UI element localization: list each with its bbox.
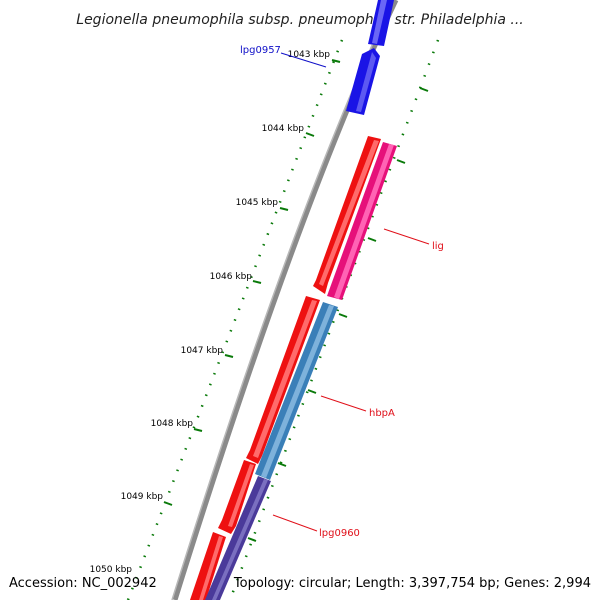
tick-track (126, 39, 440, 600)
gene-labels: lpg0957 lig hbpA lpg0960 (240, 45, 444, 539)
major-tick (279, 207, 289, 211)
leader-line (280, 52, 327, 68)
tick-label: 1044 kbp (262, 124, 305, 134)
gene-label-lpg0960[interactable]: lpg0960 (319, 528, 360, 539)
gene-forward-red-3[interactable] (218, 460, 256, 534)
tick-label: 1047 kbp (181, 346, 224, 356)
tick-label: 1048 kbp (151, 419, 194, 429)
major-tick (163, 501, 173, 506)
tick-label: 1050 kbp (90, 565, 133, 575)
gene-lig[interactable] (327, 142, 397, 300)
gene-label-lpg0957[interactable]: lpg0957 (240, 45, 281, 56)
accession-text: Accession: NC_002942 (9, 576, 157, 591)
gene-forward-red-1[interactable] (313, 136, 381, 294)
tick-label: 1046 kbp (210, 272, 253, 282)
genome-summary-text: Topology: circular; Length: 3,397,754 bp… (233, 576, 591, 591)
gene-label-hbpA[interactable]: hbpA (369, 408, 395, 419)
tick-label: 1045 kbp (236, 198, 279, 208)
gene-label-lig[interactable]: lig (432, 241, 444, 252)
leader-line (320, 395, 367, 412)
tick-label: 1043 kbp (288, 50, 331, 60)
gene-features (190, 0, 397, 600)
tick-label: 1049 kbp (121, 492, 164, 502)
major-tick (396, 159, 406, 164)
major-tick (277, 462, 287, 467)
gene-forward-red-4[interactable] (190, 532, 226, 600)
leader-line (383, 228, 430, 245)
major-tick (247, 537, 257, 542)
gene-lpg0957[interactable] (346, 0, 394, 115)
gene-forward-red-2[interactable] (246, 296, 320, 464)
major-tick (193, 428, 203, 432)
gene-lpg0960[interactable] (205, 476, 271, 600)
major-tick (331, 59, 341, 63)
major-tick (367, 237, 377, 242)
major-tick (338, 313, 348, 318)
major-tick (307, 389, 317, 394)
gene-hbpA[interactable] (255, 302, 338, 480)
genome-title: Legionella pneumophila subsp. pneumophil… (76, 12, 523, 28)
footer: Accession: NC_002942 Topology: circular;… (9, 576, 591, 591)
tick-labels: 1043 kbp 1044 kbp 1045 kbp 1046 kbp 1047… (90, 50, 331, 575)
major-tick (224, 354, 234, 358)
major-tick (252, 280, 262, 284)
major-tick (305, 132, 315, 137)
major-tick (419, 87, 429, 92)
leader-line (272, 514, 318, 532)
